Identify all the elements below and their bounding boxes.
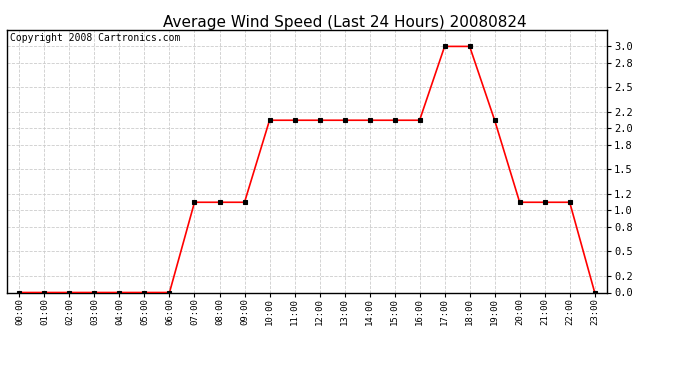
Text: Copyright 2008 Cartronics.com: Copyright 2008 Cartronics.com xyxy=(10,33,180,43)
Text: Average Wind Speed (Last 24 Hours) 20080824: Average Wind Speed (Last 24 Hours) 20080… xyxy=(164,15,526,30)
